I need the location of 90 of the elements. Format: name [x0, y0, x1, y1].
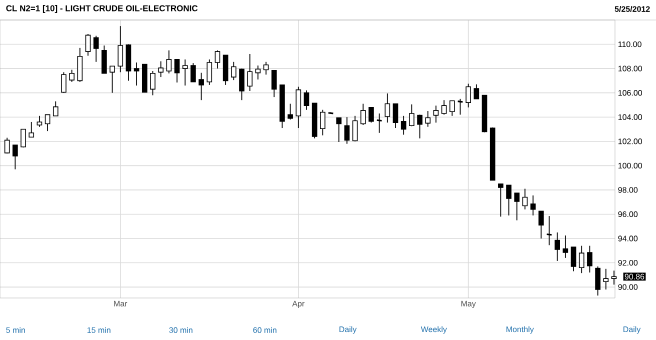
- text: Daily: [624, 326, 641, 334]
- candlestick: [304, 90, 310, 110]
- y-tick-label: 104.00: [618, 114, 642, 120]
- candlestick: [449, 100, 455, 116]
- candlestick: [36, 115, 42, 128]
- y-tick-label: 94.00: [618, 236, 638, 242]
- text: 5 min: [6, 327, 25, 333]
- candlestick: [190, 62, 196, 82]
- y-tick-label: 102.00: [618, 138, 642, 144]
- candlestick: [12, 144, 18, 170]
- candlestick: [214, 50, 220, 70]
- candlestick: [433, 105, 439, 124]
- chart-title: CL N2=1 [10] - LIGHT CRUDE OIL-ELECTRONIC: [6, 5, 198, 13]
- x-tick-label: Mar: [114, 300, 128, 306]
- candlestick: [595, 266, 600, 296]
- candlestick: [546, 216, 552, 246]
- text: Daily: [340, 326, 357, 334]
- candlestick: [44, 114, 50, 132]
- y-tick-label: 100.00: [618, 162, 642, 168]
- candlestick: [247, 54, 253, 92]
- candlestick: [392, 103, 398, 128]
- candlestick: [409, 104, 414, 127]
- candlestick: [466, 83, 471, 108]
- text: Monthly: [506, 326, 534, 334]
- candlestick: [166, 50, 172, 74]
- candlestick: [336, 117, 342, 142]
- candlestick: [85, 34, 91, 56]
- candlestick: [441, 100, 447, 116]
- y-tick-label: 98.00: [618, 187, 638, 193]
- candlestick: [498, 183, 504, 218]
- candlestick: [110, 66, 115, 94]
- x-tick-label: Apr: [292, 300, 304, 308]
- candlestick: [263, 61, 269, 76]
- candlestick: [587, 245, 592, 273]
- candlestick: [271, 70, 277, 98]
- candlestick: [603, 268, 609, 290]
- candlestick: [198, 72, 204, 101]
- candlestick: [368, 106, 374, 124]
- candlestick: [102, 45, 107, 74]
- candlestick: [570, 246, 576, 272]
- candlestick: [554, 232, 560, 262]
- candlestick: [93, 35, 99, 62]
- candlestick: [352, 115, 358, 142]
- text: 60 min: [253, 327, 276, 333]
- candlestick: [506, 184, 512, 216]
- text: 30 min: [169, 327, 192, 333]
- candlestick: [69, 69, 74, 82]
- candlestick: [344, 116, 350, 144]
- candlestick: [320, 109, 326, 136]
- text: 90.86: [624, 274, 644, 280]
- candlestick: [417, 114, 422, 139]
- candlestick: [134, 62, 140, 86]
- text: 15 min: [87, 327, 110, 333]
- candlestick: [425, 110, 431, 128]
- candlestick: [206, 58, 212, 86]
- candlestick: [150, 70, 156, 96]
- candlestick: [118, 26, 124, 73]
- candlestick: [474, 84, 480, 100]
- candlestick: [20, 128, 26, 148]
- candlestick: [538, 210, 544, 239]
- text: Weekly: [420, 326, 447, 334]
- candlestick: [182, 58, 188, 86]
- candlestick: [522, 188, 528, 210]
- candlestick: [174, 58, 180, 83]
- candlestick: [288, 103, 293, 120]
- text: 5/25/2012: [614, 6, 650, 12]
- candlestick: [28, 122, 34, 138]
- candlestick: [530, 194, 536, 216]
- candlestick: [231, 61, 236, 81]
- candlestick: [514, 192, 520, 221]
- y-tick-label: 90.00: [618, 284, 638, 290]
- y-tick-label: 96.00: [618, 211, 638, 218]
- candlestick: [384, 92, 390, 124]
- candlestick: [158, 60, 164, 78]
- x-tick-label: May: [461, 300, 476, 308]
- y-tick-label: 108.00: [618, 66, 642, 72]
- candlestick: [611, 270, 617, 286]
- candlestick: [376, 113, 383, 134]
- y-tick-label: 106.00: [618, 90, 642, 96]
- candlestick: [52, 100, 58, 116]
- candlestick: [61, 72, 66, 94]
- candlestick: [578, 245, 584, 274]
- y-tick-label: 92.00: [618, 260, 638, 266]
- candlestick: [457, 98, 464, 116]
- candlestick: [4, 137, 10, 154]
- candlestick: [400, 115, 406, 136]
- candlestick: [562, 235, 568, 258]
- y-tick-label: 110.00: [618, 41, 642, 48]
- candlestick: [360, 103, 366, 126]
- candlestick: [239, 68, 244, 101]
